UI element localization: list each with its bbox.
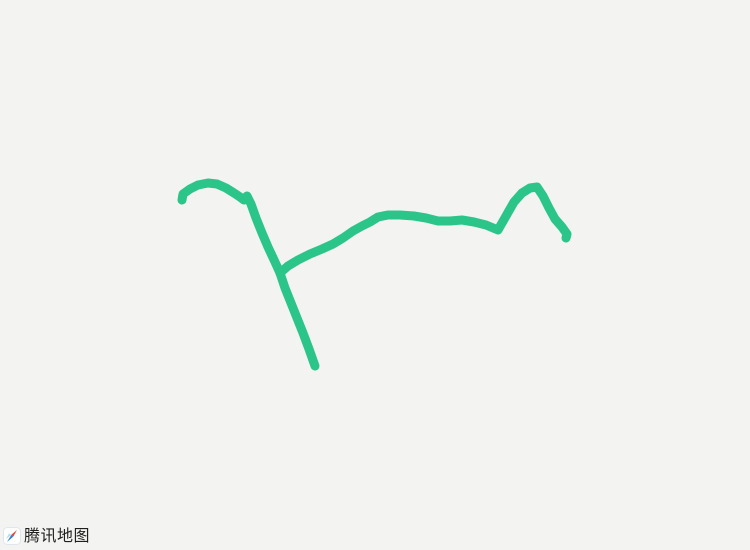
route-branch-east [275, 182, 572, 278]
map-attribution[interactable]: 腾讯地图 [3, 526, 90, 546]
brand-name: 腾讯地图 [24, 526, 91, 545]
route-branch-west [177, 178, 285, 278]
route-branch-south [275, 268, 320, 371]
tencent-map-compass-logo-icon [3, 527, 21, 545]
